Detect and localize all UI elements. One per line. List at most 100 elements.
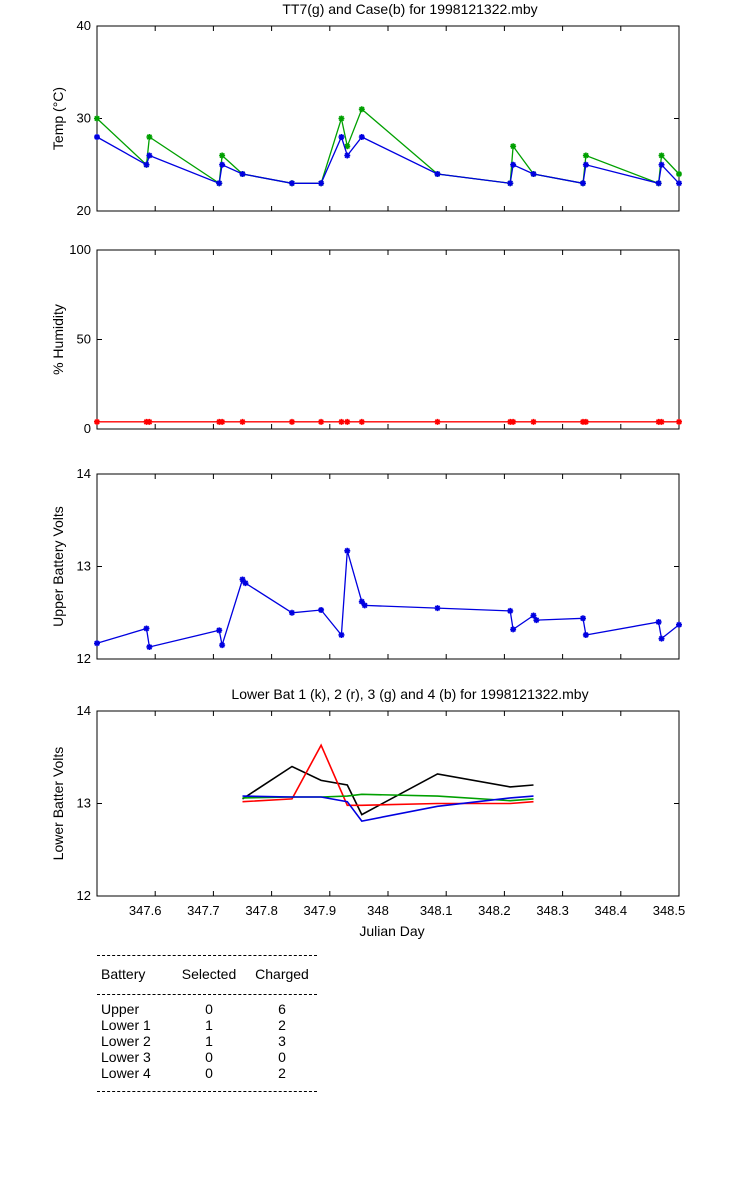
charged-count: 2 [278, 1017, 286, 1033]
header-charged: Charged [255, 966, 309, 982]
selected-count: 0 [205, 1065, 213, 1081]
battery-name: Lower 2 [101, 1033, 151, 1049]
data-point [510, 626, 517, 633]
data-point [143, 161, 150, 168]
data-point [216, 627, 223, 634]
y-axis-label: % Humidity [50, 304, 66, 375]
data-point [530, 612, 537, 619]
data-point [655, 619, 662, 625]
data-point [358, 106, 365, 113]
data-point [338, 115, 345, 122]
plot-frame [96, 710, 680, 897]
data-point [344, 152, 351, 159]
data-point [94, 134, 100, 140]
x-tick-label: 347.7 [187, 903, 220, 918]
data-point [288, 418, 295, 425]
data-point [318, 180, 325, 187]
charged-count: 2 [278, 1065, 286, 1081]
x-axis-label: Julian Day [359, 923, 424, 939]
y-tick-label: 40 [77, 18, 91, 33]
selected-count: 1 [205, 1017, 213, 1033]
data-point [318, 606, 325, 613]
y-tick-label: 20 [77, 203, 91, 218]
data-point [143, 625, 150, 632]
y-tick-label: 14 [77, 466, 91, 481]
data-point [658, 161, 665, 168]
data-point [676, 180, 682, 187]
data-point [239, 418, 246, 425]
data-point [361, 602, 368, 609]
x-tick-label: 347.9 [304, 903, 337, 918]
table-header-row: Battery Selected Charged [97, 964, 317, 984]
data-point [579, 180, 586, 187]
data-point [239, 171, 246, 177]
data-point [507, 607, 514, 614]
chart-panel-4: 12 13 14 347.6 347.7 347.8 347.9 348 348.1 348.2 3… [50, 686, 685, 939]
x-tick-label: 348 [367, 903, 389, 918]
data-point [146, 643, 153, 650]
data-point [358, 598, 365, 605]
data-point [510, 418, 517, 425]
data-point [533, 617, 540, 624]
data-point [239, 576, 246, 583]
data-point [318, 418, 325, 425]
y-axis-label: Temp (°C) [50, 87, 66, 150]
battery-name: Upper [101, 1001, 140, 1017]
data-point [288, 609, 295, 616]
chart-title: Lower Bat 1 (k), 2 (r), 3 (g) and 4 (b) … [231, 686, 588, 702]
chart-panel-2: 0 50 100 % Humidity [50, 242, 682, 436]
header-selected: Selected [181, 966, 237, 982]
chart-panel-3: 12 13 14 Upper Battery Volts [50, 466, 682, 666]
data-point [658, 418, 665, 425]
data-point [219, 642, 226, 649]
table-body: Upper 0 6 Lower 1 1 2 Lower 2 1 3 Lower … [97, 1001, 317, 1081]
battery-name: Lower 4 [101, 1065, 151, 1081]
data-point [434, 605, 441, 612]
header-battery: Battery [101, 966, 146, 982]
data-point [146, 152, 153, 159]
data-point [358, 134, 365, 140]
data-point [582, 631, 589, 638]
data-point [219, 161, 226, 168]
data-point [344, 418, 351, 425]
plot-frame [96, 249, 680, 430]
series-line-2 [96, 135, 680, 185]
data-point [434, 418, 441, 425]
table-row: Lower 1 1 2 [97, 1017, 317, 1033]
y-tick-label: 12 [77, 651, 91, 666]
x-tick-label: 348.3 [536, 903, 569, 918]
x-tick-label: 348.4 [595, 903, 628, 918]
battery-summary-table: Battery Selected Charged Upper 0 6 Lower… [97, 955, 317, 1092]
table-row: Lower 2 1 3 [97, 1033, 317, 1049]
y-tick-label: 100 [69, 242, 91, 257]
data-point [146, 134, 153, 140]
data-point [507, 180, 514, 187]
table-row: Lower 4 0 2 [97, 1065, 317, 1081]
y-tick-label: 12 [77, 888, 91, 903]
x-tick-label: 348.1 [420, 903, 453, 918]
data-point [344, 143, 351, 150]
charged-count: 6 [278, 1001, 286, 1017]
table-row: Upper 0 6 [97, 1001, 317, 1017]
data-point [338, 418, 345, 425]
data-point [219, 418, 226, 425]
charged-count: 3 [278, 1033, 286, 1049]
data-point [579, 615, 586, 622]
data-point [658, 152, 665, 159]
data-point [219, 152, 226, 159]
data-point [676, 171, 682, 177]
data-point [676, 621, 682, 628]
battery-name: Lower 1 [101, 1017, 151, 1033]
x-tick-label: 347.8 [245, 903, 278, 918]
series-line-1 [96, 108, 680, 185]
series-line-1 [96, 550, 680, 648]
data-point [288, 180, 295, 187]
series-line-1 [242, 765, 534, 816]
charts-figure: 20 30 40 TT7(g) and Case(b) for 1998121322.… [50, 1, 685, 939]
data-point [146, 418, 153, 425]
chart-title: TT7(g) and Case(b) for 1998121322.mby [282, 1, 537, 17]
data-point [434, 171, 441, 177]
y-tick-label: 50 [77, 332, 91, 347]
table-row: Lower 3 0 0 [97, 1049, 317, 1065]
table-bottom-rule [97, 1091, 317, 1092]
